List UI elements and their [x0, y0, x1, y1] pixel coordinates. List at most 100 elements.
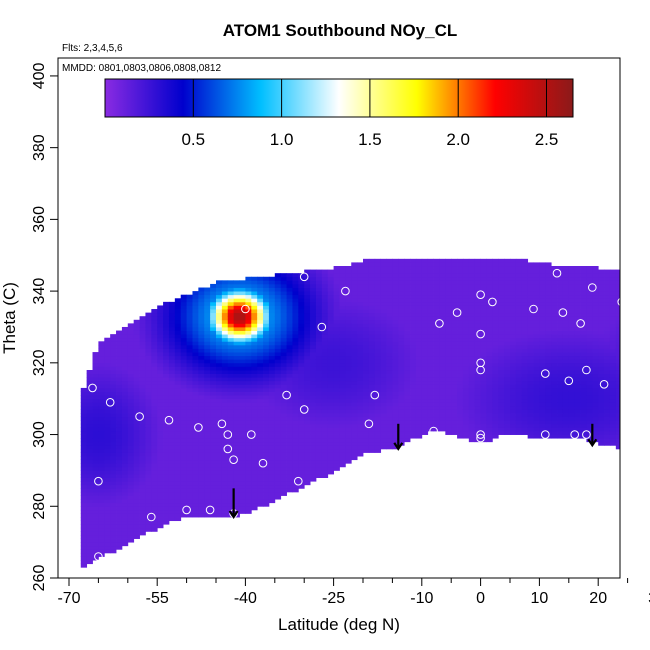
heat-cell	[551, 362, 558, 367]
heat-cell	[457, 276, 464, 281]
heat-cell	[398, 377, 405, 382]
heat-cell	[327, 409, 334, 414]
heat-cell	[327, 423, 334, 428]
heat-cell	[545, 416, 552, 421]
heat-cell	[168, 488, 176, 493]
heat-cell	[98, 377, 105, 382]
heat-cell	[592, 348, 599, 353]
heat-cell	[233, 323, 240, 328]
heat-cell	[357, 287, 364, 292]
heat-cell	[415, 348, 423, 353]
heat-cell	[568, 266, 576, 270]
heat-cell	[351, 262, 358, 267]
heat-cell	[239, 319, 246, 324]
heat-cell	[368, 441, 376, 446]
heat-cell	[186, 294, 193, 299]
heat-cell	[145, 423, 152, 428]
heat-cell	[110, 549, 117, 554]
heat-cell	[404, 283, 411, 288]
heat-cell	[574, 326, 581, 331]
heat-cell	[527, 312, 534, 317]
heat-cell	[210, 384, 217, 389]
heat-cell	[127, 416, 135, 421]
heat-cell	[274, 491, 282, 496]
heat-cell	[351, 380, 358, 385]
heat-cell	[445, 391, 452, 396]
heat-cell	[157, 495, 164, 500]
heat-cell	[257, 283, 264, 288]
heat-cell	[239, 405, 246, 410]
heat-cell	[216, 481, 223, 486]
heat-cell	[445, 366, 452, 371]
heat-cell	[92, 413, 99, 418]
heat-cell	[292, 301, 299, 306]
heat-cell	[245, 474, 252, 478]
heat-cell	[121, 448, 129, 453]
heat-cell	[274, 387, 282, 392]
heat-cell	[310, 427, 317, 432]
heat-cell	[139, 456, 146, 461]
heat-cell	[351, 395, 358, 400]
heat-cell	[227, 495, 235, 500]
heat-cell	[133, 466, 140, 471]
heat-cell	[286, 402, 293, 407]
heat-cell	[186, 445, 193, 450]
heat-cell	[510, 291, 517, 296]
heat-cell	[204, 513, 211, 518]
heat-cell	[515, 330, 523, 335]
heat-cell	[127, 456, 135, 461]
heat-cell	[121, 409, 129, 414]
heat-cell	[545, 298, 552, 303]
heat-cell	[263, 344, 270, 349]
heat-cell	[398, 434, 405, 439]
heat-cell	[298, 441, 305, 446]
heat-cell	[263, 370, 270, 374]
heat-cell	[504, 273, 511, 278]
heat-cell	[592, 269, 599, 274]
heat-cell	[92, 542, 99, 547]
heat-cell	[574, 280, 581, 285]
heat-cell	[404, 391, 411, 396]
heat-cell	[168, 312, 176, 317]
heat-cell	[80, 534, 88, 539]
heat-cell	[521, 280, 529, 285]
heat-cell	[216, 298, 223, 303]
heat-cell	[180, 334, 187, 339]
heat-cell	[310, 377, 317, 382]
heat-cell	[139, 362, 146, 367]
heat-cell	[315, 312, 323, 317]
heat-cell	[104, 531, 111, 536]
heat-cell	[368, 380, 376, 385]
heat-cell	[345, 301, 352, 306]
heat-cell	[257, 456, 264, 461]
heat-cell	[368, 276, 376, 281]
heat-cell	[562, 430, 570, 435]
heat-cell	[468, 344, 476, 349]
heat-cell	[327, 430, 334, 435]
heat-cell	[415, 294, 423, 299]
heat-cell	[568, 387, 576, 392]
heat-cell	[457, 366, 464, 371]
heat-cell	[245, 373, 252, 378]
heat-cell	[351, 319, 358, 324]
heat-cell	[221, 337, 229, 342]
heat-cell	[274, 373, 282, 378]
heat-cell	[339, 269, 346, 274]
heat-cell	[515, 337, 523, 342]
heat-cell	[445, 398, 452, 403]
heat-cell	[580, 377, 587, 382]
heat-cell	[110, 413, 117, 418]
heat-cell	[286, 416, 293, 421]
heat-cell	[357, 373, 364, 378]
heat-cell	[257, 301, 264, 306]
heat-cell	[174, 452, 182, 457]
heat-cell	[292, 427, 299, 432]
heat-cell	[286, 370, 293, 374]
heat-cell	[415, 380, 423, 385]
heat-cell	[227, 287, 235, 292]
heat-cell	[280, 330, 287, 335]
heat-cell	[592, 334, 599, 339]
heat-cell	[298, 344, 305, 349]
heat-cell	[551, 377, 558, 382]
heat-cell	[216, 323, 223, 328]
